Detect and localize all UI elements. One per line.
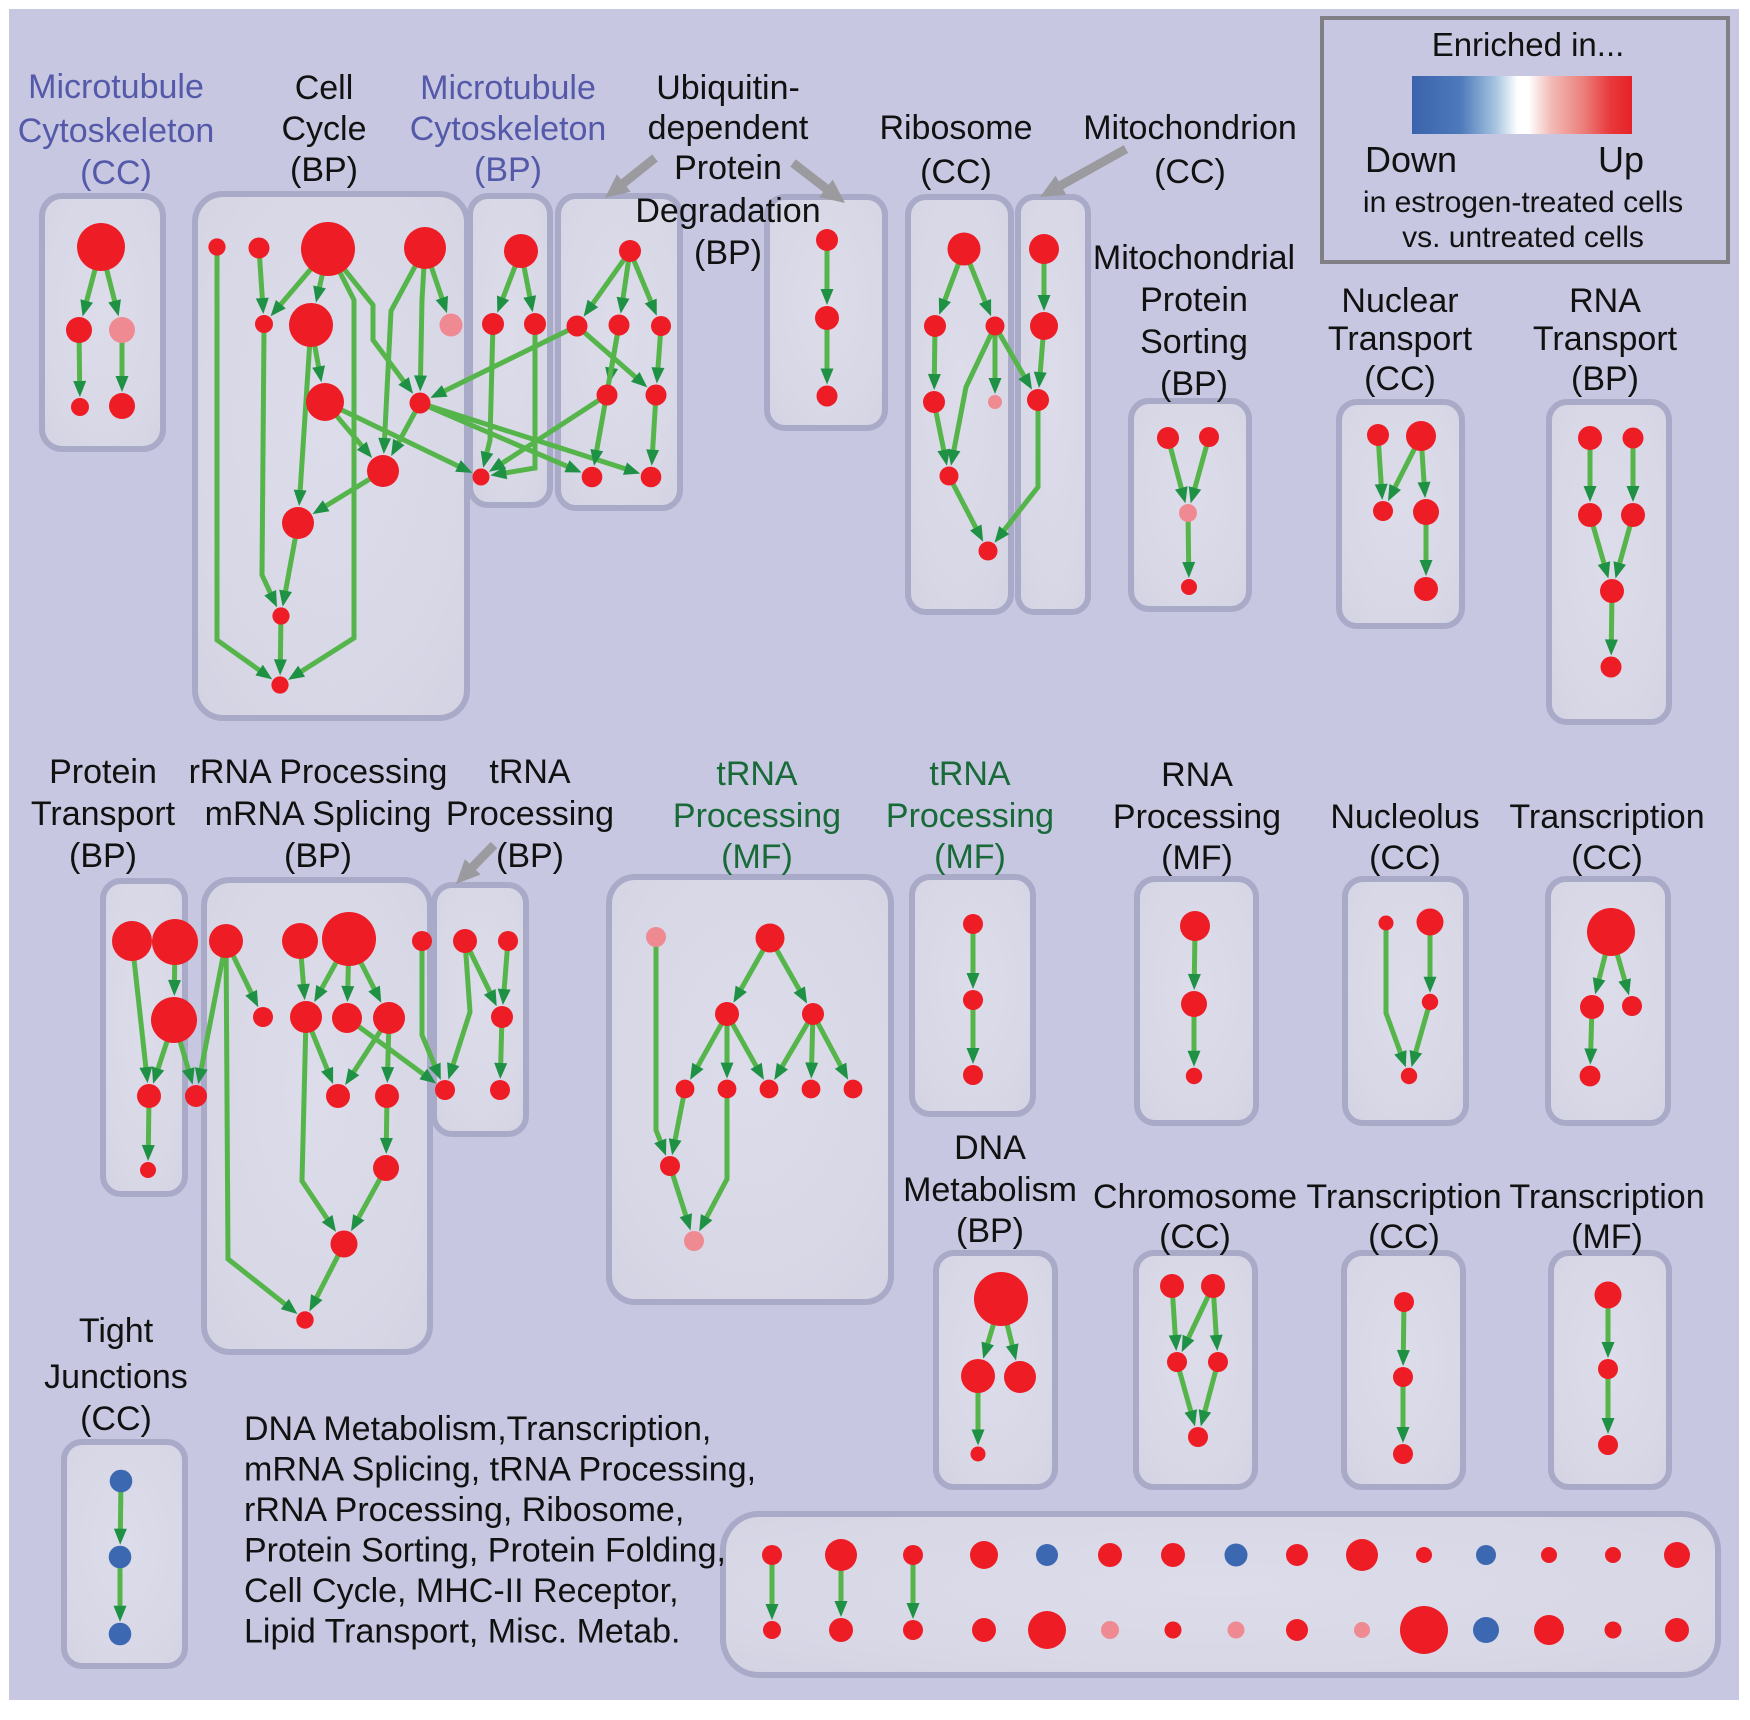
- svg-text:Transcription: Transcription: [1509, 798, 1704, 836]
- svg-text:DNA: DNA: [954, 1129, 1026, 1167]
- svg-text:mRNA Splicing: mRNA Splicing: [205, 795, 432, 833]
- svg-text:Chromosome: Chromosome: [1093, 1178, 1297, 1216]
- svg-text:Processing: Processing: [673, 797, 841, 835]
- svg-text:Mitochondrion: Mitochondrion: [1083, 109, 1297, 147]
- svg-text:tRNA: tRNA: [489, 753, 571, 791]
- svg-text:(BP): (BP): [290, 151, 358, 189]
- svg-text:(MF): (MF): [721, 838, 793, 876]
- svg-text:tRNA: tRNA: [716, 755, 798, 793]
- svg-text:Protein Sorting, Protein Foldi: Protein Sorting, Protein Folding,: [244, 1532, 726, 1570]
- svg-text:(BP): (BP): [1160, 365, 1228, 403]
- svg-text:Microtubule: Microtubule: [420, 69, 596, 107]
- svg-text:Cell: Cell: [295, 69, 354, 107]
- svg-text:(MF): (MF): [1571, 1218, 1643, 1256]
- svg-text:Transcription: Transcription: [1509, 1178, 1704, 1216]
- svg-text:Nucleolus: Nucleolus: [1330, 798, 1479, 836]
- svg-text:RNA: RNA: [1161, 756, 1233, 794]
- svg-text:vs. untreated cells: vs. untreated cells: [1402, 221, 1644, 254]
- svg-text:(BP): (BP): [1571, 360, 1639, 398]
- svg-text:(CC): (CC): [80, 154, 152, 192]
- svg-text:Up: Up: [1598, 139, 1644, 180]
- svg-text:(CC): (CC): [920, 153, 992, 191]
- svg-text:Cytoskeleton: Cytoskeleton: [18, 112, 215, 150]
- svg-text:Metabolism: Metabolism: [903, 1171, 1077, 1209]
- svg-text:Transcription: Transcription: [1306, 1178, 1501, 1216]
- svg-text:(CC): (CC): [1369, 839, 1441, 877]
- svg-text:Transport: Transport: [1328, 320, 1473, 358]
- svg-text:(BP): (BP): [496, 837, 564, 875]
- svg-text:Mitochondrial: Mitochondrial: [1093, 239, 1295, 277]
- svg-text:(CC): (CC): [80, 1400, 152, 1438]
- svg-text:(BP): (BP): [69, 837, 137, 875]
- svg-text:(CC): (CC): [1368, 1218, 1440, 1256]
- svg-text:Transport: Transport: [31, 795, 176, 833]
- svg-text:Ubiquitin-: Ubiquitin-: [656, 69, 800, 107]
- svg-text:Sorting: Sorting: [1140, 323, 1248, 361]
- svg-text:(BP): (BP): [694, 234, 762, 272]
- svg-text:(BP): (BP): [284, 837, 352, 875]
- svg-text:in estrogen-treated cells: in estrogen-treated cells: [1363, 186, 1683, 219]
- svg-text:(BP): (BP): [956, 1212, 1024, 1250]
- svg-text:Tight: Tight: [79, 1312, 154, 1350]
- svg-text:Processing: Processing: [1113, 798, 1281, 836]
- svg-text:Down: Down: [1365, 139, 1457, 180]
- svg-text:rRNA Processing, Ribosome,: rRNA Processing, Ribosome,: [244, 1491, 684, 1529]
- svg-text:RNA: RNA: [1569, 282, 1641, 320]
- svg-text:Degradation: Degradation: [635, 192, 820, 230]
- svg-text:Protein: Protein: [674, 149, 782, 187]
- svg-text:Cell Cycle, MHC-II Receptor,: Cell Cycle, MHC-II Receptor,: [244, 1572, 679, 1610]
- svg-text:Processing: Processing: [446, 795, 614, 833]
- svg-text:rRNA Processing: rRNA Processing: [189, 753, 448, 791]
- svg-text:(MF): (MF): [1161, 839, 1233, 877]
- svg-text:dependent: dependent: [648, 109, 809, 147]
- svg-text:(CC): (CC): [1364, 360, 1436, 398]
- svg-text:(MF): (MF): [934, 838, 1006, 876]
- svg-text:Microtubule: Microtubule: [28, 68, 204, 106]
- svg-text:Cytoskeleton: Cytoskeleton: [410, 110, 607, 148]
- svg-text:Processing: Processing: [886, 797, 1054, 835]
- svg-text:Nuclear: Nuclear: [1341, 282, 1458, 320]
- svg-text:Ribosome: Ribosome: [879, 109, 1032, 147]
- svg-text:Enriched in...: Enriched in...: [1432, 26, 1625, 63]
- svg-text:Cycle: Cycle: [281, 110, 366, 148]
- svg-text:(CC): (CC): [1154, 153, 1226, 191]
- svg-text:DNA Metabolism,Transcription,: DNA Metabolism,Transcription,: [244, 1410, 711, 1448]
- svg-text:Protein: Protein: [49, 753, 157, 791]
- svg-text:mRNA Splicing, tRNA Processing: mRNA Splicing, tRNA Processing,: [244, 1451, 756, 1489]
- svg-text:Junctions: Junctions: [44, 1358, 188, 1396]
- svg-text:(BP): (BP): [474, 151, 542, 189]
- svg-text:Lipid Transport, Misc. Metab.: Lipid Transport, Misc. Metab.: [244, 1613, 681, 1651]
- svg-text:tRNA: tRNA: [929, 755, 1011, 793]
- svg-text:Transport: Transport: [1533, 320, 1678, 358]
- svg-text:(CC): (CC): [1571, 839, 1643, 877]
- svg-text:(CC): (CC): [1159, 1218, 1231, 1256]
- svg-text:Protein: Protein: [1140, 281, 1248, 319]
